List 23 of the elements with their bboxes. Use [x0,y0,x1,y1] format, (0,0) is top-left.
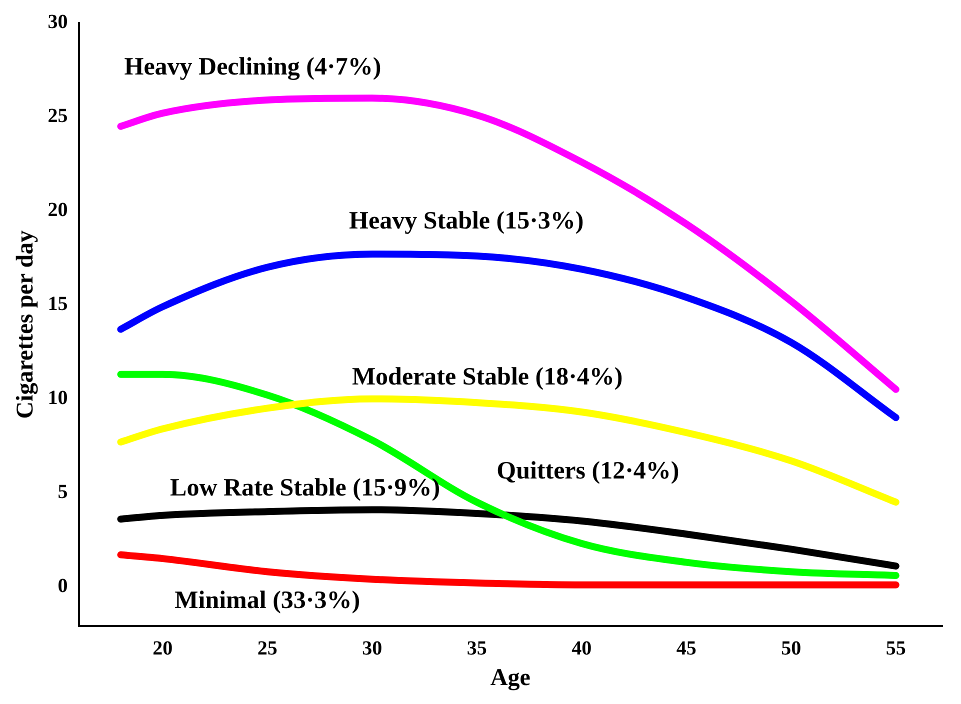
series-label: Heavy Declining (4·7%) [124,54,382,81]
x-tick-label: 25 [257,637,278,660]
series-label: Low Rate Stable (15·9%) [170,474,440,502]
x-tick-label: 40 [572,637,592,660]
y-tick-label: 25 [48,105,68,128]
y-tick-label: 30 [48,11,68,34]
y-tick-label: 15 [48,293,68,316]
y-tick-label: 20 [48,199,68,222]
x-tick-label: 20 [152,637,173,660]
x-tick-label: 45 [676,637,696,660]
x-tick-label: 55 [886,637,906,660]
y-tick-label: 10 [48,386,68,409]
series-label: Quitters (12·4%) [496,458,680,485]
series-label: Moderate Stable (18·4%) [352,364,623,391]
x-tick-label: 30 [362,637,382,660]
series-label: Heavy Stable (15·3%) [349,208,584,235]
y-axis-title: Cigarettes per day [12,230,39,419]
x-tick-label: 35 [466,637,487,660]
x-axis-title: Age [490,664,531,691]
series-label: Minimal (33·3%) [174,587,360,614]
x-tick-label: 50 [781,637,802,660]
y-tick-label: 5 [58,480,68,503]
y-tick-label: 0 [58,574,68,597]
